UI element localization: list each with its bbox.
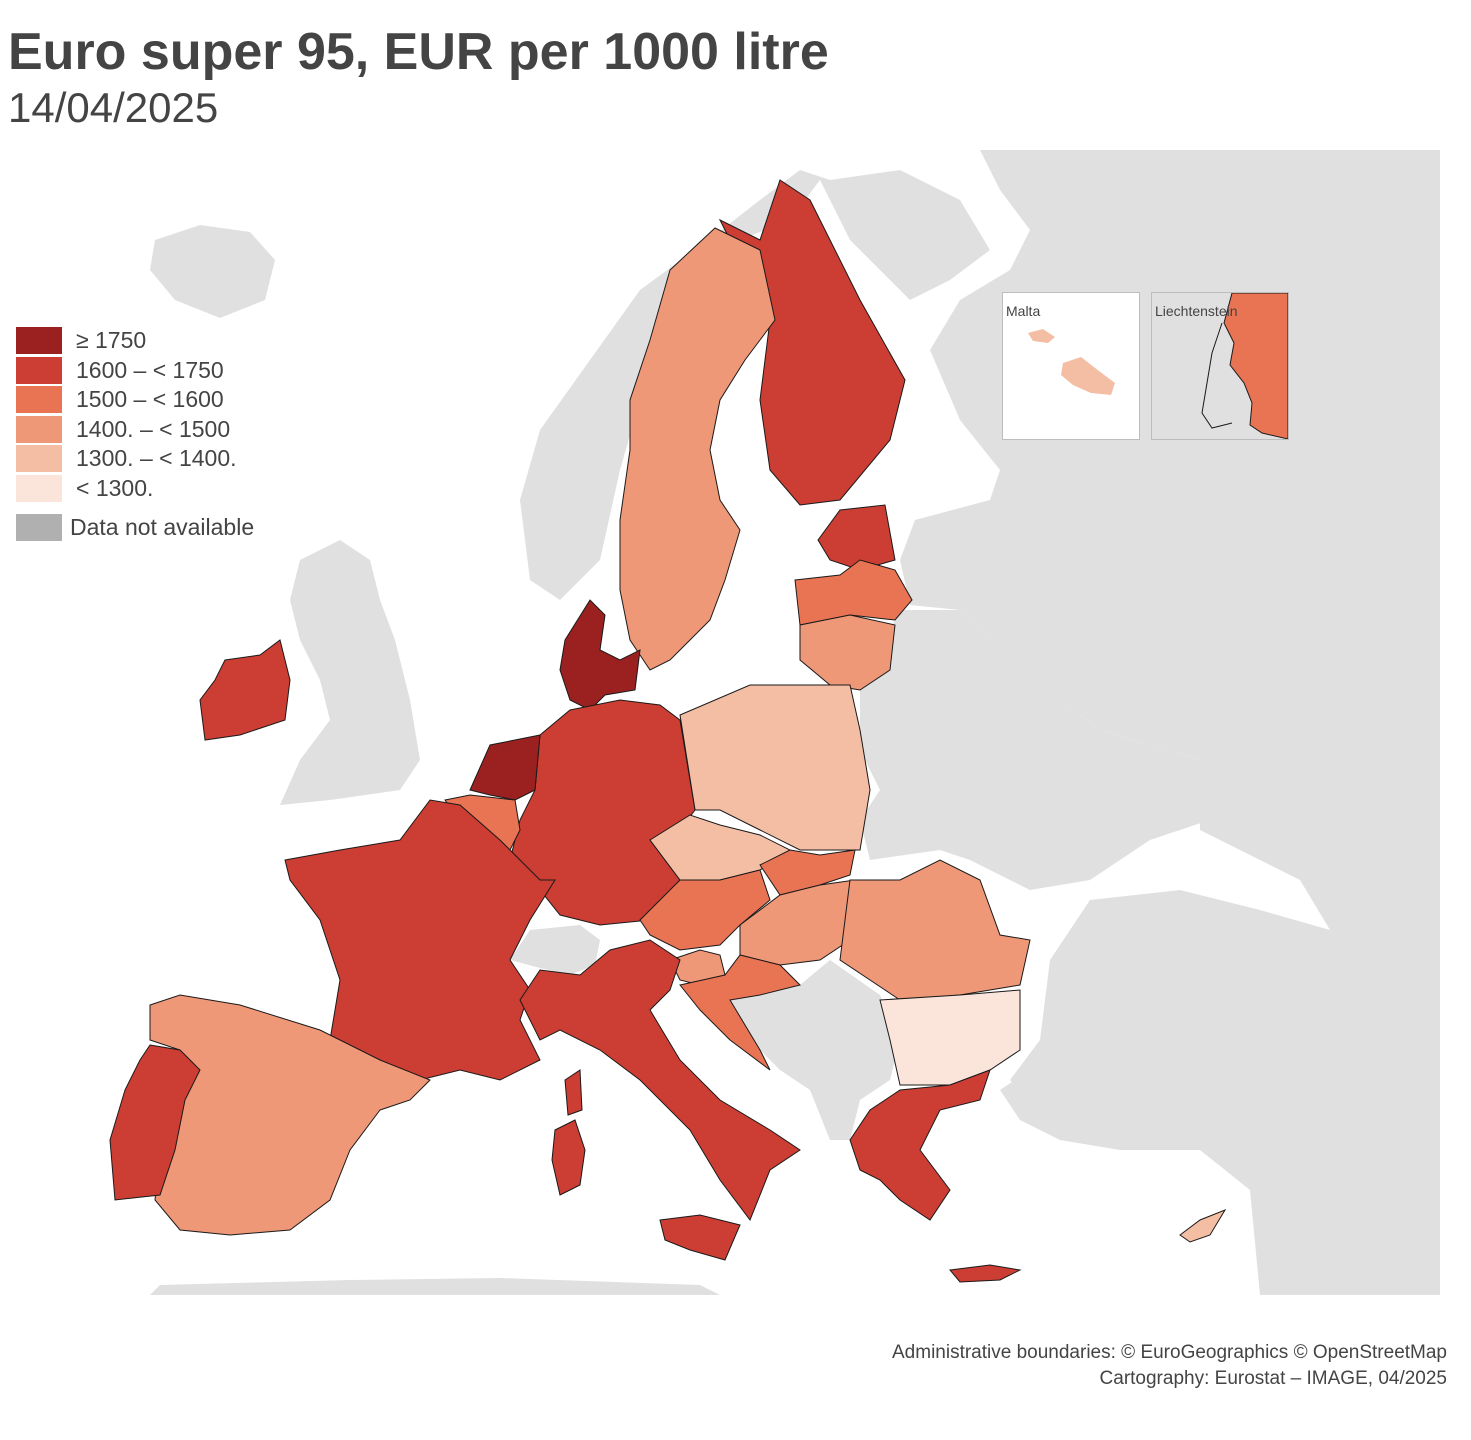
region-bulgaria	[879, 989, 1021, 1086]
legend-swatch	[16, 514, 62, 542]
legend-label: 1300. – < 1400.	[76, 445, 237, 472]
region-crete	[949, 1264, 1022, 1283]
region-croatia	[679, 954, 801, 1071]
region-lithuania	[799, 614, 896, 691]
legend-swatch	[16, 415, 62, 443]
inset-label: Liechtenstein	[1155, 303, 1238, 319]
legend-label: 1600 – < 1750	[76, 356, 224, 383]
legend-swatch	[16, 474, 62, 502]
region-estonia	[817, 504, 896, 571]
country-regions	[109, 179, 1227, 1283]
legend-swatch	[16, 386, 62, 414]
map-subtitle: 14/04/2025	[8, 84, 219, 131]
balkans-land	[725, 960, 900, 1140]
inset-label: Malta	[1006, 303, 1041, 319]
legend-item: 1400. – < 1500	[16, 415, 254, 445]
region-greece	[849, 1069, 991, 1221]
region-malta-main	[1061, 357, 1115, 395]
region-denmark	[559, 599, 641, 711]
region-cyprus	[1179, 1208, 1227, 1243]
region-corsica	[564, 1069, 583, 1116]
switzerland-land	[510, 925, 600, 975]
credits-cartography: Cartography: Eurostat – IMAGE, 04/2025	[1099, 1368, 1447, 1389]
legend-swatch	[16, 327, 62, 355]
legend-item: 1500 – < 1600	[16, 385, 254, 415]
region-liechtenstein	[1223, 293, 1288, 439]
region-romania	[839, 859, 1031, 1001]
europe-map	[109, 150, 1440, 1295]
region-latvia	[794, 559, 913, 626]
map-credits: Administrative boundaries: © EuroGeograp…	[892, 1340, 1447, 1392]
legend-label: 1400. – < 1500	[76, 415, 231, 442]
region-italy	[519, 939, 801, 1222]
region-portugal	[109, 1044, 201, 1201]
north-africa-land	[150, 1278, 720, 1295]
region-netherlands	[469, 734, 541, 801]
legend-label: Data not available	[70, 514, 255, 541]
region-finland	[718, 179, 906, 506]
region-sardinia	[551, 1119, 586, 1196]
inset-malta: Malta	[1002, 292, 1140, 440]
region-sweden	[619, 227, 776, 671]
belarus-ukraine-land	[860, 610, 1210, 890]
region-ireland	[199, 639, 291, 741]
border-line	[1201, 322, 1233, 429]
inset-liechtenstein: Liechtenstein	[1151, 292, 1289, 440]
legend-swatch	[16, 445, 62, 473]
legend-item: < 1300.	[16, 474, 254, 504]
iceland-land	[150, 225, 275, 318]
malta-inset-map	[1028, 329, 1115, 395]
legend-label: ≥ 1750	[76, 327, 147, 354]
norway-land	[520, 170, 990, 600]
region-poland	[679, 684, 871, 851]
map-title: Euro super 95, EUR per 1000 litre	[8, 23, 829, 81]
legend-item-na: Data not available	[16, 513, 254, 543]
turkey-land	[1000, 960, 1440, 1170]
credits-boundaries: Administrative boundaries: © EuroGeograp…	[892, 1342, 1447, 1363]
liechtenstein-inset-map	[1152, 293, 1288, 439]
legend-label: < 1300.	[76, 474, 154, 501]
region-malta	[1028, 329, 1055, 343]
legend-item: 1300. – < 1400.	[16, 444, 254, 474]
legend: ≥ 1750 1600 – < 1750 1500 – < 1600 1400.…	[16, 326, 254, 543]
region-sicily	[659, 1214, 741, 1261]
legend-label: 1500 – < 1600	[76, 386, 224, 413]
legend-swatch	[16, 356, 62, 384]
uk-land	[280, 540, 420, 805]
legend-item: 1600 – < 1750	[16, 356, 254, 386]
region-austria	[639, 869, 771, 951]
legend-item: ≥ 1750	[16, 326, 254, 356]
